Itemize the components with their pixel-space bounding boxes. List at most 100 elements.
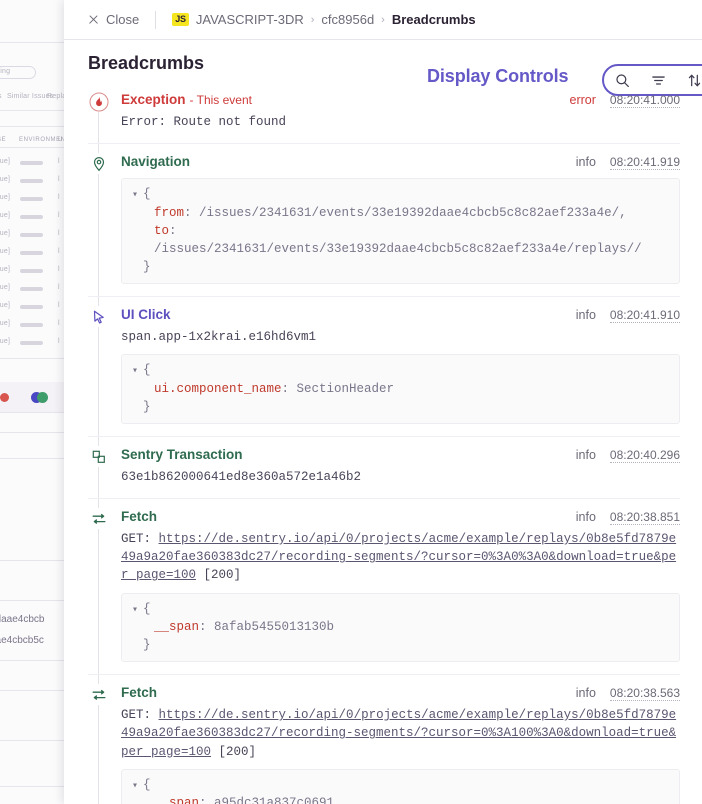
platform-badge: JS [172,13,189,26]
background-tab-1: Similar Issues [7,93,54,100]
search-button[interactable] [607,67,637,93]
timeline-rail [98,297,99,436]
background-hash-1: aae4cbcb5c [0,635,44,646]
breadcrumb-timestamp[interactable]: 08:20:41.910 [609,308,680,324]
breadcrumb-description: GET: https://de.sentry.io/api/0/projects… [121,530,680,584]
background-tab-0: s [0,93,2,100]
page-title: Breadcrumbs [88,52,205,73]
code-key: __span [154,620,200,634]
background-page: ngoing s Similar Issues Replays SE ENVIR… [0,0,64,804]
breadcrumb-row[interactable]: Fetch info 08:20:38.851 GET: https://de.… [88,498,680,675]
background-dot-blue [31,392,42,403]
breadcrumb-timestamp[interactable]: 08:20:38.563 [609,686,680,702]
background-status-text: ngoing [0,68,11,75]
filter-icon [652,75,665,85]
close-button[interactable]: Close [88,12,139,27]
fetch-icon [88,684,109,706]
collapse-chevron-icon[interactable]: ▾ [132,190,139,202]
breadcrumb-title: Fetch [121,509,158,525]
drawer-topbar: Close JS JAVASCRIPT-3DR › cfc8956d › Bre… [64,0,702,40]
code-value: /issues/2341631/events/33e19392daae4cbcb… [199,205,627,220]
breadcrumb-title: Sentry Transaction [121,447,243,462]
request-url-link[interactable]: https://de.sentry.io/api/0/projects/acme… [121,708,677,759]
breadcrumb-level: info [575,155,596,170]
collapse-chevron-icon[interactable]: ▾ [132,604,139,616]
breadcrumb-level: info [575,510,596,525]
breadcrumb-level: info [575,308,596,323]
breadcrumb-timestamp[interactable]: 08:20:41.919 [609,155,680,171]
display-controls-group [602,64,702,96]
breadcrumb-level: info [575,686,596,701]
code-value: SectionHeader [296,381,395,396]
code-key: __span [154,796,200,804]
breadcrumb-timestamp[interactable]: 08:20:38.851 [609,510,680,526]
fetch-icon [88,508,109,530]
breadcrumb-description: GET: https://de.sentry.io/api/0/projects… [121,706,680,760]
http-method: GET: [121,532,152,547]
display-controls-annotation: Display Controls [427,66,569,86]
timeline-rail [98,499,99,675]
breadcrumb-row[interactable]: Fetch info 08:20:38.563 GET: https://de.… [88,674,680,804]
close-button-label: Close [106,12,140,27]
code-key: ui.component_name [154,381,282,396]
breadcrumb-code-block: ▾{ ui.component_name: SectionHeader } [121,354,680,424]
filter-button[interactable] [643,67,673,93]
breadcrumb-subtitle: - This event [189,93,252,107]
background-hash-0: 2daae4cbcb [0,614,45,625]
breadcrumb-row[interactable]: Exception - This event error 08:20:41.00… [88,86,680,144]
breadcrumb-separator-icon: › [310,13,315,26]
timeline-rail [98,675,99,804]
breadcrumbs-list: Exception - This event error 08:20:41.00… [64,86,702,804]
background-dot-green [37,392,48,403]
breadcrumb-code-block: ▾{ __span: a95dc31a837c0691 } [121,768,680,804]
code-key: to [154,223,170,238]
code-value: 8afab5455013130b [214,620,335,634]
collapse-chevron-icon[interactable]: ▾ [132,366,139,378]
transaction-icon [88,446,109,467]
breadcrumb-description: span.app-1x2krai.e16hd6vm1 [121,330,317,345]
timeline-rail [98,144,99,297]
breadcrumb-code-block: ▾{ from: /issues/2341631/events/33e19392… [121,178,680,285]
http-method: GET: [121,708,152,723]
breadcrumb-title: Exception [121,92,186,107]
panel-header: Breadcrumbs [64,40,702,86]
breadcrumb-description: Error: Route not found [121,115,287,129]
cursor-icon [88,306,109,328]
breadcrumb-level: info [575,448,596,462]
breadcrumb-description: 63e1b862000641ed8e360a572e1a46b2 [121,470,362,484]
breadcrumb-title: Fetch [121,685,158,701]
breadcrumb-timestamp[interactable]: 08:20:40.296 [609,448,680,463]
request-url-link[interactable]: https://de.sentry.io/api/0/projects/acme… [121,532,677,583]
topbar-divider [155,10,157,29]
collapse-chevron-icon[interactable]: ▾ [132,780,139,792]
breadcrumb-code-block: ▾{ __span: 8afab5455013130b } [121,592,680,663]
breadcrumb-project[interactable]: JAVASCRIPT-3DR [195,12,304,27]
http-status: [200] [218,744,257,759]
breadcrumb-current: Breadcrumbs [391,12,476,27]
breadcrumb-separator-icon: › [381,13,385,26]
background-col-1: ENVIRONMENT [19,137,64,143]
breadcrumb-row[interactable]: Sentry Transaction info 08:20:40.296 63e… [88,436,680,499]
location-pin-icon [88,153,109,175]
code-value: /issues/2341631/events/33e19392daae4cbcb… [154,241,642,256]
code-key: from [154,205,185,220]
sort-button[interactable] [680,67,702,93]
breadcrumb-row[interactable]: UI Click info 08:20:41.910 span.app-1x2k… [88,296,680,436]
breadcrumbs-drawer: Close JS JAVASCRIPT-3DR › cfc8956d › Bre… [64,0,702,804]
breadcrumb-level: error [569,93,596,107]
timeline-rail [98,437,99,499]
breadcrumb-timestamp[interactable]: 08:20:41.000 [609,93,680,108]
flame-icon [88,91,109,112]
code-value: a95dc31a837c0691 [214,796,335,804]
breadcrumb-title: UI Click [121,307,171,323]
breadcrumb-row[interactable]: Navigation info 08:20:41.919 ▾{ from: /i… [88,143,680,297]
background-col-2: U [58,137,63,143]
search-icon [615,73,629,87]
breadcrumb-nav: JS JAVASCRIPT-3DR › cfc8956d › Breadcrum… [172,12,476,27]
http-status: [200] [203,568,242,583]
breadcrumb-event-id[interactable]: cfc8956d [321,12,375,27]
breadcrumb-title: Navigation [121,154,191,170]
close-icon [88,14,99,25]
background-dot-red [0,393,9,402]
